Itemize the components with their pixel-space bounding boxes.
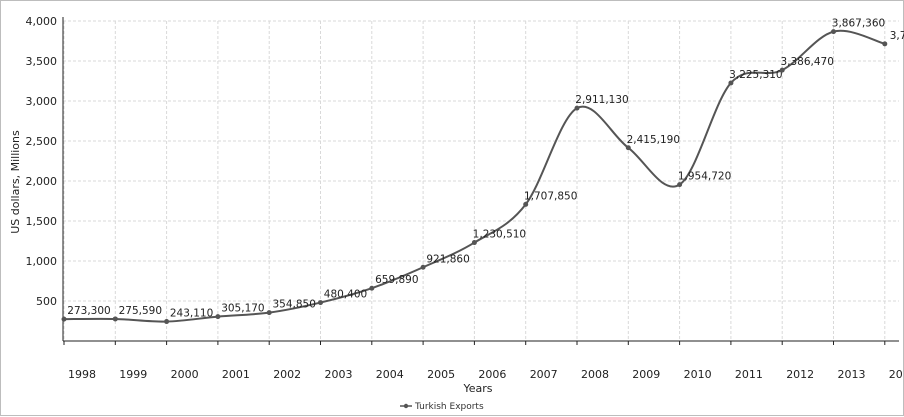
data-label: 659,890 bbox=[375, 274, 418, 286]
data-point bbox=[61, 316, 67, 322]
data-label: 3,867,360 bbox=[832, 18, 885, 30]
x-tick-label: 1998 bbox=[68, 368, 96, 381]
data-label: 243,110 bbox=[170, 308, 213, 320]
y-tick-label: 2,000 bbox=[26, 175, 58, 188]
data-point bbox=[677, 182, 683, 188]
data-label: 2,911,130 bbox=[575, 94, 628, 106]
y-tick-label: 3,000 bbox=[26, 95, 58, 108]
y-axis-title: US dollars, Millions bbox=[9, 130, 22, 234]
y-tick-label: 1,000 bbox=[26, 255, 58, 268]
data-point bbox=[112, 316, 118, 322]
x-tick-label: 2001 bbox=[222, 368, 250, 381]
data-point bbox=[420, 264, 426, 270]
data-label: 273,300 bbox=[67, 305, 110, 317]
x-tick-label: 2002 bbox=[273, 368, 301, 381]
data-point bbox=[728, 80, 734, 86]
data-label: 275,590 bbox=[119, 305, 162, 317]
data-label: 921,860 bbox=[426, 253, 469, 265]
data-label: 480,400 bbox=[324, 289, 367, 301]
y-tick-label: 1,500 bbox=[26, 215, 58, 228]
data-label: 2,415,190 bbox=[627, 134, 680, 146]
data-label: 1,954,720 bbox=[678, 171, 731, 183]
data-label: 1,707,850 bbox=[524, 190, 577, 202]
data-point bbox=[779, 67, 785, 73]
y-tick-label: 500 bbox=[36, 295, 57, 308]
x-tick-label: 2007 bbox=[530, 368, 558, 381]
x-tick-label: 2010 bbox=[684, 368, 712, 381]
data-point bbox=[625, 145, 631, 151]
x-tick-label: 2004 bbox=[376, 368, 404, 381]
y-tick-label: 3,500 bbox=[26, 55, 58, 68]
x-tick-label: 2012 bbox=[786, 368, 814, 381]
data-label: 354,850 bbox=[272, 299, 315, 311]
data-point bbox=[164, 319, 170, 325]
data-point bbox=[369, 285, 375, 291]
data-label: 3,386,470 bbox=[780, 56, 833, 68]
data-point bbox=[831, 29, 836, 35]
x-tick-label: 2008 bbox=[581, 368, 609, 381]
x-tick-label: 2005 bbox=[427, 368, 455, 381]
x-tick-label: 2003 bbox=[325, 368, 353, 381]
x-tick-label: 1999 bbox=[119, 368, 147, 381]
y-tick-label: 2,500 bbox=[26, 135, 58, 148]
x-tick-label: 2006 bbox=[478, 368, 506, 381]
data-label: 305,170 bbox=[221, 303, 264, 315]
x-tick-label: 2000 bbox=[171, 368, 199, 381]
x-tick-label: 2013 bbox=[838, 368, 866, 381]
legend-label: Turkish Exports bbox=[414, 402, 484, 412]
data-point bbox=[266, 310, 272, 316]
data-label: 1,230,510 bbox=[473, 229, 526, 241]
x-tick-label: 2014 bbox=[889, 368, 904, 381]
data-label: 3,714,3 bbox=[890, 30, 904, 42]
data-point bbox=[882, 41, 888, 47]
legend-swatch-marker bbox=[403, 403, 409, 409]
y-tick-label: 4,000 bbox=[26, 15, 58, 28]
data-point bbox=[471, 240, 477, 246]
data-point bbox=[574, 105, 580, 111]
x-tick-label: 2011 bbox=[735, 368, 763, 381]
data-point bbox=[318, 300, 323, 306]
data-label: 3,225,310 bbox=[729, 69, 782, 81]
data-point bbox=[523, 201, 529, 207]
x-axis-title: Years bbox=[462, 382, 492, 395]
data-point bbox=[215, 314, 221, 320]
x-tick-label: 2009 bbox=[632, 368, 660, 381]
